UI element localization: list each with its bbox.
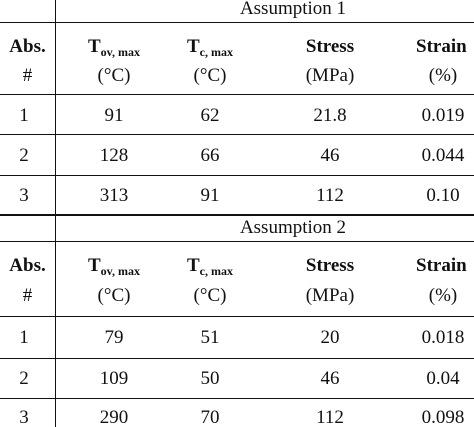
rule bbox=[0, 358, 474, 359]
cell-abs: 3 bbox=[19, 407, 29, 427]
header-tc-main: T bbox=[186, 36, 200, 57]
cell-stress: 46 bbox=[320, 368, 340, 389]
cell-tc: 50 bbox=[200, 368, 220, 389]
rule bbox=[0, 134, 474, 135]
cell-abs: 1 bbox=[19, 105, 29, 126]
cell-tc: 51 bbox=[200, 327, 220, 348]
column-divider bbox=[55, 0, 56, 427]
header-tov-sub: ov, max bbox=[100, 264, 141, 278]
cell-tc: 70 bbox=[200, 407, 220, 427]
cell-tov: 290 bbox=[99, 407, 129, 427]
rule bbox=[0, 175, 474, 176]
cell-abs: 3 bbox=[19, 185, 29, 206]
header-stress-unit: (MPa) bbox=[305, 65, 355, 86]
header-tov: Tov, max bbox=[56, 36, 172, 59]
cell-tov: 109 bbox=[99, 368, 129, 389]
cell-tc: 62 bbox=[200, 105, 220, 126]
cell-strain: 0.018 bbox=[421, 327, 465, 348]
header-tc: Tc, max bbox=[157, 255, 263, 278]
header-tov-unit: (°C) bbox=[97, 285, 131, 306]
cell-strain: 0.044 bbox=[421, 145, 465, 166]
header-tc-sub: c, max bbox=[199, 264, 233, 278]
header-strain: Strain bbox=[416, 36, 467, 57]
header-tc-main: T bbox=[186, 255, 200, 276]
cell-strain: 0.10 bbox=[426, 185, 460, 206]
section-rule bbox=[0, 214, 474, 216]
header-strain-unit: (%) bbox=[428, 285, 458, 306]
rule bbox=[0, 316, 474, 317]
header-tc-unit: (°C) bbox=[193, 65, 227, 86]
rule bbox=[0, 22, 474, 23]
header-abs-unit: # bbox=[22, 65, 33, 86]
cell-tc: 91 bbox=[200, 185, 220, 206]
cell-tov: 79 bbox=[104, 327, 124, 348]
section-title: Assumption 1 bbox=[239, 0, 347, 19]
header-stress: Stress bbox=[305, 255, 355, 276]
rule bbox=[0, 241, 474, 242]
cell-stress: 21.8 bbox=[313, 105, 347, 126]
cell-strain: 0.04 bbox=[426, 368, 460, 389]
header-tov: Tov, max bbox=[56, 255, 172, 278]
header-tov-sub: ov, max bbox=[100, 45, 141, 59]
cell-abs: 2 bbox=[19, 145, 29, 166]
header-stress-unit: (MPa) bbox=[305, 285, 355, 306]
header-strain-unit: (%) bbox=[428, 65, 458, 86]
cell-tc: 66 bbox=[200, 145, 220, 166]
header-strain: Strain bbox=[416, 255, 467, 276]
cell-stress: 46 bbox=[320, 145, 340, 166]
header-abs: Abs. bbox=[9, 36, 46, 57]
cell-stress: 112 bbox=[316, 407, 344, 427]
header-stress: Stress bbox=[305, 36, 355, 57]
header-tc-sub: c, max bbox=[199, 45, 233, 59]
cell-abs: 2 bbox=[19, 368, 29, 389]
header-tc: Tc, max bbox=[157, 36, 263, 59]
section-title: Assumption 2 bbox=[239, 217, 347, 238]
cell-tov: 91 bbox=[104, 105, 124, 126]
cell-strain: 0.019 bbox=[421, 105, 465, 126]
cell-stress: 112 bbox=[316, 185, 344, 206]
cell-stress: 20 bbox=[320, 327, 340, 348]
cell-abs: 1 bbox=[19, 327, 29, 348]
rule bbox=[0, 398, 474, 399]
header-tc-unit: (°C) bbox=[193, 285, 227, 306]
header-abs: Abs. bbox=[9, 255, 46, 276]
rule bbox=[0, 94, 474, 95]
header-tov-main: T bbox=[87, 36, 101, 57]
cell-tov: 313 bbox=[99, 185, 129, 206]
header-tov-main: T bbox=[87, 255, 101, 276]
header-tov-unit: (°C) bbox=[97, 65, 131, 86]
cell-strain: 0.098 bbox=[421, 407, 465, 427]
header-abs-unit: # bbox=[22, 285, 33, 306]
cell-tov: 128 bbox=[99, 145, 129, 166]
